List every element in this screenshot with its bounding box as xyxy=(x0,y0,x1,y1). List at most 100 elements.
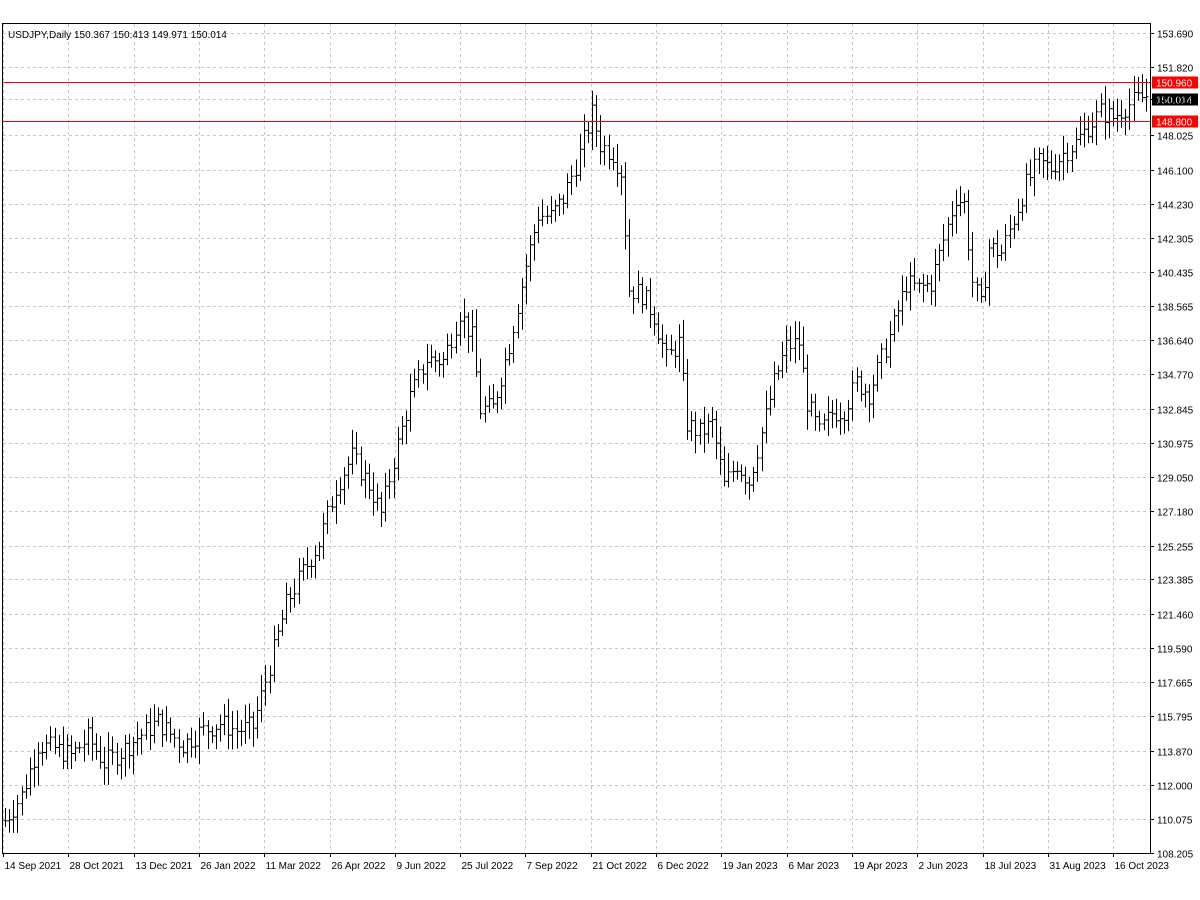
price-bar xyxy=(1099,93,1104,118)
y-tick-label: 129.050 xyxy=(1157,474,1194,485)
price-bar xyxy=(40,741,45,766)
price-bar xyxy=(164,706,169,742)
price-bar xyxy=(623,162,628,250)
price-bar xyxy=(838,402,843,435)
y-tick-label: 113.870 xyxy=(1157,748,1193,759)
price-bar xyxy=(433,350,438,373)
x-tick-label: 2 Jun 2023 xyxy=(919,861,969,872)
price-bar xyxy=(297,557,302,605)
price-bar xyxy=(139,728,144,755)
price-bar xyxy=(44,734,49,760)
price-bar xyxy=(1107,98,1112,139)
y-tick-label: 153.690 xyxy=(1157,30,1194,41)
price-bar xyxy=(160,709,165,747)
price-bar xyxy=(429,344,434,368)
price-bar xyxy=(718,426,723,475)
price-bar xyxy=(602,136,607,166)
price-bar xyxy=(181,740,186,758)
price-bar xyxy=(545,205,550,225)
price-bar xyxy=(722,446,727,487)
x-tick-label: 19 Jan 2023 xyxy=(723,861,778,872)
price-bar xyxy=(350,429,355,475)
level-price-tag xyxy=(1152,76,1198,89)
price-bar xyxy=(77,741,82,754)
y-tick-label: 144.230 xyxy=(1157,201,1194,212)
price-bar xyxy=(90,717,95,761)
price-bar xyxy=(1086,115,1091,144)
price-bar xyxy=(1049,150,1054,180)
price-bar xyxy=(1003,223,1008,262)
price-bar xyxy=(235,710,240,749)
price-bar xyxy=(714,410,719,460)
price-bar xyxy=(363,460,368,499)
price-bar xyxy=(325,500,330,535)
x-tick-label: 18 Jul 2023 xyxy=(985,861,1037,872)
y-tick-label: 112.000 xyxy=(1157,782,1193,793)
price-bar xyxy=(768,385,773,416)
price-bar xyxy=(846,399,851,432)
price-bar xyxy=(784,325,789,373)
y-tick-label: 150.014 xyxy=(1157,96,1194,107)
y-tick-label: 134.770 xyxy=(1157,371,1194,382)
price-bar xyxy=(917,278,922,293)
price-bar xyxy=(379,491,384,528)
price-bar xyxy=(685,359,690,440)
price-bar xyxy=(929,274,934,305)
price-bar xyxy=(503,347,508,404)
price-bar xyxy=(805,354,810,430)
horizontal-levels[interactable]: 150.960 148.800 150.014 xyxy=(3,76,1198,129)
price-bar xyxy=(995,230,1000,268)
price-bar xyxy=(772,361,777,408)
price-bar xyxy=(441,351,446,378)
price-bar xyxy=(760,427,765,472)
price-axis: 153.690 151.820 150.014 148.025 146.100 144.2… xyxy=(1150,30,1194,861)
price-bar xyxy=(664,334,669,367)
price-bar xyxy=(177,729,182,764)
price-bar xyxy=(904,276,909,301)
price-bar xyxy=(962,193,967,214)
price-bar xyxy=(383,472,388,522)
y-tick-label: 121.460 xyxy=(1157,611,1194,622)
price-bar xyxy=(168,717,173,743)
price-bar xyxy=(222,704,227,736)
price-bar xyxy=(201,712,206,736)
price-bar xyxy=(193,730,198,759)
price-bar xyxy=(702,406,707,453)
price-bar xyxy=(888,320,893,368)
price-bar xyxy=(698,418,703,445)
price-bar xyxy=(334,480,339,524)
price-bar xyxy=(830,400,835,429)
x-tick-label: 6 Mar 2023 xyxy=(789,861,840,872)
price-bar xyxy=(412,368,417,398)
price-bar xyxy=(693,411,698,454)
price-bar xyxy=(892,308,897,342)
price-bar xyxy=(1020,198,1025,221)
price-bar xyxy=(1119,100,1124,128)
price-bar xyxy=(449,333,454,359)
price-bar xyxy=(1016,198,1021,231)
y-tick-label: 146.100 xyxy=(1157,167,1194,178)
price-bar xyxy=(937,243,942,282)
price-bar xyxy=(259,675,264,723)
price-bar xyxy=(3,808,8,828)
y-tick-label: 132.845 xyxy=(1157,406,1194,417)
x-tick-label: 21 Oct 2022 xyxy=(593,861,648,872)
x-tick-label: 7 Sep 2022 xyxy=(527,861,579,872)
price-bar xyxy=(462,298,467,339)
price-bar xyxy=(313,545,318,579)
price-bar xyxy=(230,711,235,750)
price-bar xyxy=(20,786,25,816)
price-bar xyxy=(102,746,107,785)
price-bar xyxy=(73,741,78,762)
price-bar xyxy=(867,384,872,423)
time-axis: 14 Sep 2021 28 Oct 2021 13 Dec 2021 26 Jan … xyxy=(3,853,1169,872)
price-bar xyxy=(751,466,756,493)
price-bar xyxy=(226,698,231,750)
price-bar xyxy=(127,733,132,769)
price-bar xyxy=(499,377,504,410)
x-tick-label: 11 Mar 2022 xyxy=(266,861,322,872)
current-price-tag xyxy=(1152,93,1198,106)
price-bar xyxy=(565,173,570,209)
price-bar xyxy=(797,321,802,361)
